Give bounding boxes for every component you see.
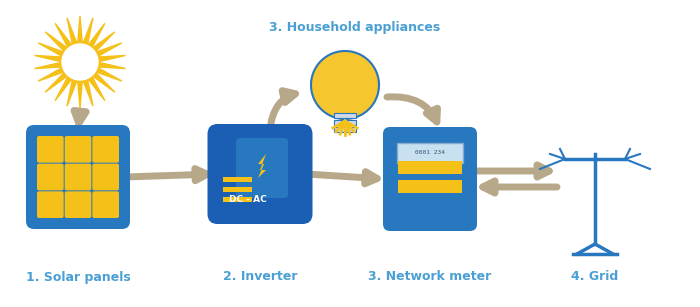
FancyBboxPatch shape [37, 164, 64, 190]
FancyBboxPatch shape [397, 143, 463, 163]
FancyBboxPatch shape [236, 138, 288, 198]
FancyBboxPatch shape [92, 136, 119, 163]
FancyBboxPatch shape [223, 177, 252, 182]
Text: 4. Grid: 4. Grid [571, 270, 619, 283]
Text: 2. Inverter: 2. Inverter [223, 270, 298, 283]
FancyBboxPatch shape [207, 124, 312, 224]
FancyBboxPatch shape [223, 187, 252, 192]
FancyBboxPatch shape [37, 136, 64, 163]
FancyBboxPatch shape [398, 180, 462, 192]
FancyBboxPatch shape [26, 125, 130, 229]
Circle shape [62, 44, 98, 80]
Text: 0001 234: 0001 234 [415, 150, 445, 155]
FancyBboxPatch shape [37, 191, 64, 218]
FancyBboxPatch shape [64, 191, 91, 218]
FancyBboxPatch shape [334, 113, 356, 118]
FancyBboxPatch shape [223, 197, 252, 202]
FancyBboxPatch shape [92, 191, 119, 218]
Text: 3. Network meter: 3. Network meter [368, 270, 491, 283]
Polygon shape [311, 51, 379, 119]
FancyBboxPatch shape [334, 127, 356, 132]
Text: DC - AC: DC - AC [229, 196, 267, 204]
Polygon shape [258, 154, 266, 178]
FancyBboxPatch shape [398, 161, 462, 173]
FancyBboxPatch shape [383, 127, 477, 231]
Text: 3. Household appliances: 3. Household appliances [270, 21, 440, 33]
FancyBboxPatch shape [64, 136, 91, 163]
Polygon shape [34, 16, 125, 108]
FancyBboxPatch shape [334, 120, 356, 125]
FancyBboxPatch shape [92, 164, 119, 190]
Text: 1. Solar panels: 1. Solar panels [26, 270, 130, 283]
FancyBboxPatch shape [64, 164, 91, 190]
